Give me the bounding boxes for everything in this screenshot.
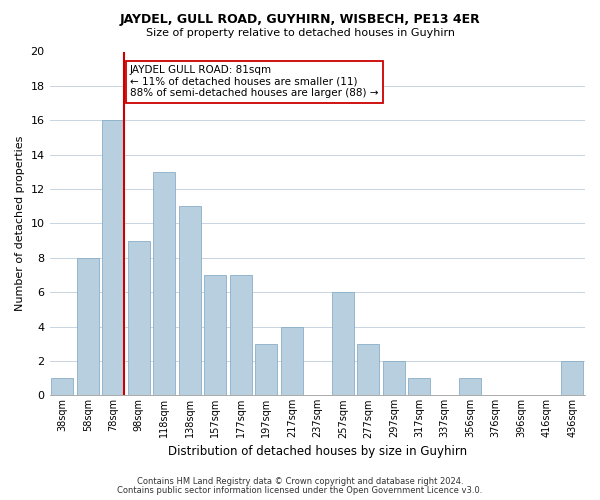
Text: JAYDEL GULL ROAD: 81sqm
← 11% of detached houses are smaller (11)
88% of semi-de: JAYDEL GULL ROAD: 81sqm ← 11% of detache… bbox=[130, 66, 379, 98]
Bar bbox=[103, 120, 124, 396]
Text: Size of property relative to detached houses in Guyhirn: Size of property relative to detached ho… bbox=[146, 28, 455, 38]
Bar bbox=[256, 344, 277, 396]
Text: Contains HM Land Registry data © Crown copyright and database right 2024.: Contains HM Land Registry data © Crown c… bbox=[137, 477, 463, 486]
Bar bbox=[52, 378, 73, 396]
Text: JAYDEL, GULL ROAD, GUYHIRN, WISBECH, PE13 4ER: JAYDEL, GULL ROAD, GUYHIRN, WISBECH, PE1… bbox=[119, 12, 481, 26]
Bar bbox=[332, 292, 353, 396]
Bar bbox=[562, 361, 583, 396]
Bar bbox=[230, 275, 251, 396]
Bar bbox=[154, 172, 175, 396]
X-axis label: Distribution of detached houses by size in Guyhirn: Distribution of detached houses by size … bbox=[168, 444, 467, 458]
Bar bbox=[128, 240, 149, 396]
Bar bbox=[358, 344, 379, 396]
Bar bbox=[383, 361, 404, 396]
Bar bbox=[179, 206, 200, 396]
Y-axis label: Number of detached properties: Number of detached properties bbox=[15, 136, 25, 311]
Text: Contains public sector information licensed under the Open Government Licence v3: Contains public sector information licen… bbox=[118, 486, 482, 495]
Bar bbox=[77, 258, 98, 396]
Bar bbox=[281, 326, 302, 396]
Bar bbox=[409, 378, 430, 396]
Bar bbox=[205, 275, 226, 396]
Bar bbox=[460, 378, 481, 396]
